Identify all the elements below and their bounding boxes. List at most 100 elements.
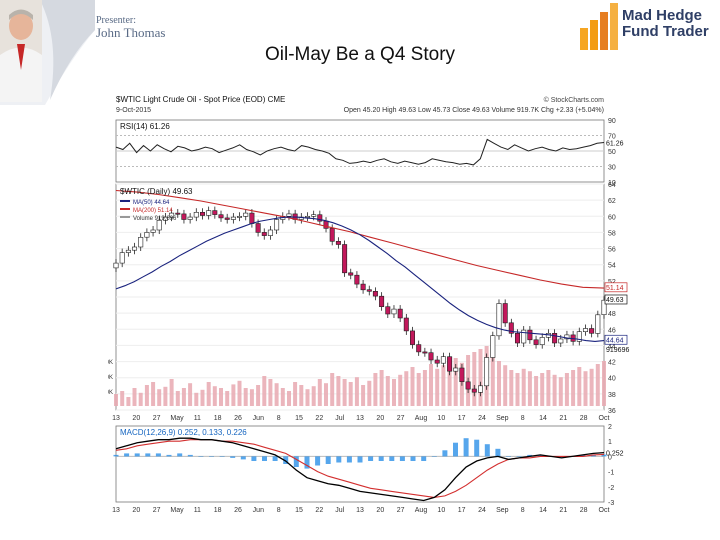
volume-bar <box>534 376 539 406</box>
price-tick-label: 64 <box>608 182 616 189</box>
legend-entry: MA(200) 51.14 <box>133 208 173 214</box>
price-tick-label: 48 <box>608 311 616 318</box>
presenter-block: Presenter: John Thomas <box>96 15 165 41</box>
volume-bar <box>379 370 384 406</box>
price-candle <box>144 232 150 238</box>
macd-histogram-bar <box>474 439 480 457</box>
price-candle <box>317 214 323 222</box>
x-tick-label-bottom: 15 <box>295 507 303 514</box>
volume-bar <box>256 385 261 406</box>
volume-bar <box>571 370 576 406</box>
volume-bar <box>212 386 217 406</box>
price-candle <box>576 331 582 342</box>
price-tick-label: 58 <box>608 230 616 237</box>
price-candle <box>206 210 212 216</box>
macd-histogram-bar <box>399 456 405 461</box>
x-tick-label-bottom: 24 <box>478 507 486 514</box>
rsi-tick-label: 30 <box>608 165 616 172</box>
macd-histogram-bar <box>145 453 151 457</box>
price-value-tag: 51.14 <box>606 285 624 292</box>
price-candle <box>212 210 218 215</box>
volume-bar <box>453 358 458 406</box>
macd-histogram-bar <box>262 456 267 461</box>
volume-bar <box>181 388 186 406</box>
slide-title: Oil-May Be a Q4 Story <box>264 44 456 65</box>
x-tick-label-bottom: 14 <box>539 507 547 514</box>
volume-bar <box>157 389 162 406</box>
price-candle <box>397 308 403 319</box>
volume-bar <box>144 385 149 406</box>
macd-histogram-bar <box>590 454 596 457</box>
x-tick-label-bottom: 10 <box>437 507 445 514</box>
price-tick-label: 54 <box>608 263 616 270</box>
x-tick-label-bottom: 13 <box>356 507 364 514</box>
price-candle <box>156 220 162 231</box>
macd-tick-label: -2 <box>608 485 614 492</box>
volume-bar <box>342 379 347 406</box>
price-candle <box>379 295 385 307</box>
price-candle <box>187 216 193 220</box>
ma50-line <box>115 216 605 342</box>
x-tick-label-bottom: 27 <box>153 507 161 514</box>
volume-bar <box>126 397 131 406</box>
macd-histogram-bar <box>410 456 416 461</box>
x-tick-label-bottom: 20 <box>376 507 384 514</box>
volume-bar <box>169 379 174 406</box>
volume-bar <box>429 364 433 406</box>
price-candle <box>230 216 236 220</box>
macd-histogram-bar <box>272 456 278 461</box>
macd-histogram-bar <box>219 456 225 457</box>
macd-label: MACD(12,26,9) 0.252, 0.133, 0.226 <box>120 428 247 437</box>
volume-bar <box>336 376 341 406</box>
price-candle <box>453 367 459 372</box>
price-candle <box>181 213 187 220</box>
price-candle <box>255 223 261 233</box>
chart-title: $WTIC Light Crude Oil - Spot Price (EOD)… <box>116 95 285 104</box>
macd-histogram-bar <box>240 456 246 460</box>
macd-histogram-bar <box>155 453 161 457</box>
volume-bar <box>552 374 557 406</box>
price-candle <box>305 216 311 218</box>
macd-histogram-bar <box>516 456 522 457</box>
price-value-tag: 44.64 <box>606 337 624 344</box>
price-candle <box>329 228 335 242</box>
price-candle <box>582 328 588 333</box>
x-tick-label: 20 <box>376 415 384 422</box>
x-tick-label: Oct <box>599 415 610 422</box>
volume-bar <box>509 370 514 406</box>
price-candle <box>218 214 224 219</box>
chart-date: 9-Oct-2015 <box>116 107 151 114</box>
macd-histogram-bar <box>357 456 363 463</box>
price-candle <box>434 359 440 364</box>
chart-source: © StockCharts.com <box>544 96 605 104</box>
volume-bar <box>348 382 353 406</box>
price-candle <box>169 212 175 218</box>
price-candle <box>471 388 477 393</box>
price-candle <box>533 339 539 345</box>
price-candle <box>558 338 564 344</box>
x-tick-label: 8 <box>277 415 281 422</box>
macd-histogram-bar <box>283 456 289 464</box>
macd-histogram-bar <box>336 456 342 463</box>
volume-bar <box>527 371 532 406</box>
price-candle <box>150 229 156 233</box>
volume-tick-label: 250K <box>108 390 113 396</box>
macd-histogram-bar <box>209 456 214 457</box>
volume-bar <box>410 367 415 406</box>
price-tag-box <box>604 334 628 345</box>
volume-bar <box>515 373 520 406</box>
price-candle <box>385 306 391 315</box>
price-candle <box>465 381 471 390</box>
volume-bar <box>231 384 236 406</box>
volume-bar <box>422 370 427 406</box>
price-candle <box>113 262 119 269</box>
ohlc-readout: Open 45.20 High 49.63 Low 45.73 Close 49… <box>344 107 604 114</box>
macd-histogram-bar <box>506 456 511 457</box>
legend-entry: MA(50) 44.64 <box>133 200 170 206</box>
price-candle <box>335 241 341 245</box>
price-candle <box>416 344 422 353</box>
price-candle <box>372 291 378 297</box>
x-tick-label: 8 <box>521 415 525 422</box>
price-candle <box>459 367 465 382</box>
price-candle <box>552 333 558 344</box>
